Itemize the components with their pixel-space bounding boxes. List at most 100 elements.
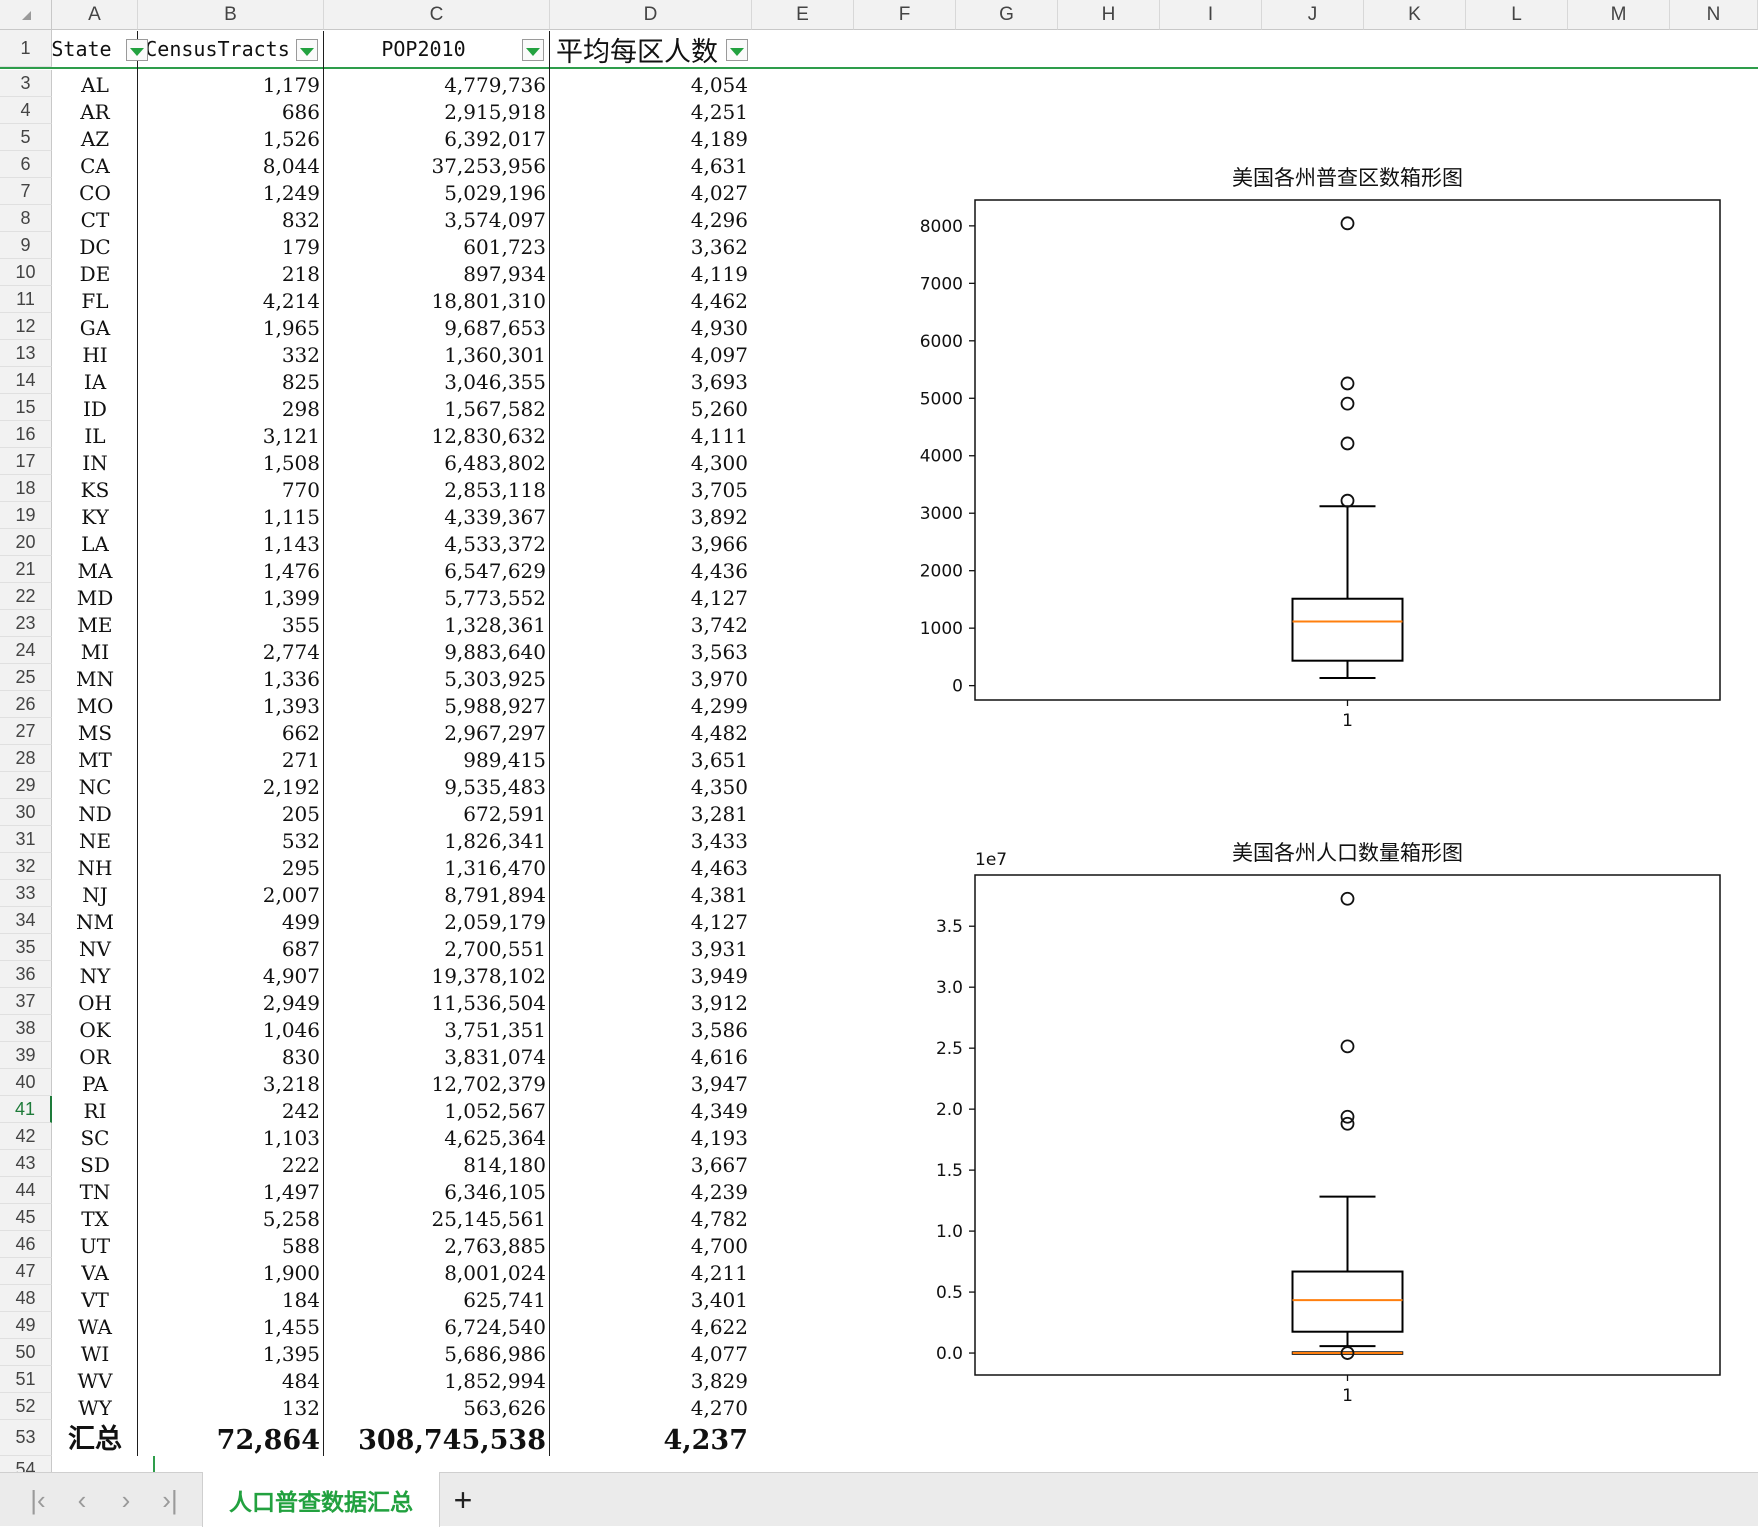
first-sheet-button[interactable]: |‹ bbox=[22, 1485, 54, 1515]
cell-state[interactable]: WI bbox=[80, 1342, 110, 1366]
cell-pop2010[interactable]: 6,392,017 bbox=[444, 127, 546, 151]
row-header-44[interactable]: 44 bbox=[0, 1177, 52, 1204]
cell-state[interactable]: PA bbox=[81, 1072, 109, 1096]
box-plot-census-tracts[interactable]: 美国各州普查区数箱形图 0 1000 2000 3000 4000 5000 6000 7000… bbox=[895, 155, 1735, 735]
cell-pop2010[interactable]: 5,029,196 bbox=[444, 181, 546, 205]
cell-state[interactable]: SC bbox=[80, 1126, 110, 1150]
cell-pop2010[interactable]: 1,852,994 bbox=[444, 1369, 546, 1393]
cell-census-tracts[interactable]: 205 bbox=[281, 802, 320, 826]
cell-avg-per-tract[interactable]: 3,705 bbox=[690, 478, 748, 502]
cell-avg-per-tract[interactable]: 3,742 bbox=[690, 613, 748, 637]
cell-avg-per-tract[interactable]: 5,260 bbox=[690, 397, 748, 421]
filter-button-avg[interactable] bbox=[726, 39, 748, 61]
row-header-27[interactable]: 27 bbox=[0, 718, 52, 745]
cell-state[interactable]: TN bbox=[79, 1180, 111, 1204]
cell-state[interactable]: AL bbox=[81, 73, 109, 97]
cell-avg-per-tract[interactable]: 3,401 bbox=[690, 1288, 748, 1312]
cell-pop2010[interactable]: 563,626 bbox=[463, 1396, 546, 1420]
row-header-17[interactable]: 17 bbox=[0, 448, 52, 475]
column-header-h[interactable]: H bbox=[1058, 0, 1160, 30]
cell-census-tracts[interactable]: 1,046 bbox=[262, 1018, 320, 1042]
row-header-50[interactable]: 50 bbox=[0, 1339, 52, 1366]
cell-census-tracts[interactable]: 1,455 bbox=[262, 1315, 320, 1339]
cell-census-tracts[interactable]: 1,395 bbox=[262, 1342, 320, 1366]
cell-census-tracts[interactable]: 8,044 bbox=[262, 154, 320, 178]
select-all-corner[interactable] bbox=[0, 0, 52, 30]
row-header-45[interactable]: 45 bbox=[0, 1204, 52, 1231]
column-header-i[interactable]: I bbox=[1160, 0, 1262, 30]
row-header-26[interactable]: 26 bbox=[0, 691, 52, 718]
cell-pop2010[interactable]: 2,853,118 bbox=[444, 478, 546, 502]
cell-pop2010[interactable]: 1,360,301 bbox=[444, 343, 546, 367]
cell-avg-per-tract[interactable]: 4,296 bbox=[690, 208, 748, 232]
row-header-37[interactable]: 37 bbox=[0, 988, 52, 1015]
row-header-9[interactable]: 9 bbox=[0, 232, 52, 259]
cell-census-tracts[interactable]: 355 bbox=[281, 613, 320, 637]
add-sheet-button[interactable]: + bbox=[446, 1482, 480, 1518]
row-header-32[interactable]: 32 bbox=[0, 853, 52, 880]
cell-state[interactable]: UT bbox=[79, 1234, 111, 1258]
cell-state[interactable]: CA bbox=[80, 154, 110, 178]
cell-census-tracts[interactable]: 4,214 bbox=[262, 289, 320, 313]
cell-census-tracts[interactable]: 1,497 bbox=[262, 1180, 320, 1204]
cell-census-tracts[interactable]: 484 bbox=[281, 1369, 320, 1393]
total-census-tracts[interactable]: 72,864 bbox=[216, 1425, 320, 1456]
cell-state[interactable]: NJ bbox=[82, 883, 108, 907]
cell-census-tracts[interactable]: 1,393 bbox=[262, 694, 320, 718]
column-header-d[interactable]: D bbox=[550, 0, 752, 30]
cell-pop2010[interactable]: 625,741 bbox=[463, 1288, 546, 1312]
cell-census-tracts[interactable]: 295 bbox=[281, 856, 320, 880]
row-header-43[interactable]: 43 bbox=[0, 1150, 52, 1177]
header-avg-per-tract[interactable]: 平均每区人数 bbox=[550, 31, 752, 68]
row-header-35[interactable]: 35 bbox=[0, 934, 52, 961]
header-census-tracts[interactable]: CensusTracts bbox=[138, 31, 324, 67]
cell-avg-per-tract[interactable]: 4,127 bbox=[690, 910, 748, 934]
row-header-24[interactable]: 24 bbox=[0, 637, 52, 664]
cell-census-tracts[interactable]: 770 bbox=[281, 478, 320, 502]
filter-button-pop2010[interactable] bbox=[522, 39, 544, 61]
cell-census-tracts[interactable]: 686 bbox=[281, 100, 320, 124]
column-header-m[interactable]: M bbox=[1568, 0, 1670, 30]
cell-pop2010[interactable]: 5,686,986 bbox=[444, 1342, 546, 1366]
cell-state[interactable]: IA bbox=[83, 370, 107, 394]
cell-pop2010[interactable]: 4,533,372 bbox=[444, 532, 546, 556]
cell-pop2010[interactable]: 9,535,483 bbox=[444, 775, 546, 799]
cell-pop2010[interactable]: 4,625,364 bbox=[444, 1126, 546, 1150]
cell-pop2010[interactable]: 601,723 bbox=[463, 235, 546, 259]
cell-census-tracts[interactable]: 1,900 bbox=[262, 1261, 320, 1285]
cell-state[interactable]: RI bbox=[83, 1099, 107, 1123]
column-header-e[interactable]: E bbox=[752, 0, 854, 30]
cell-census-tracts[interactable]: 1,526 bbox=[262, 127, 320, 151]
cell-avg-per-tract[interactable]: 3,947 bbox=[690, 1072, 748, 1096]
row-header-28[interactable]: 28 bbox=[0, 745, 52, 772]
cell-avg-per-tract[interactable]: 3,829 bbox=[690, 1369, 748, 1393]
cell-census-tracts[interactable]: 1,965 bbox=[262, 316, 320, 340]
row-header-52[interactable]: 52 bbox=[0, 1393, 52, 1420]
box-plot-population[interactable]: 美国各州人口数量箱形图 1e7 0.0 0.5 1.0 1.5 2.0 2.5 3.0 3.5 1 bbox=[895, 830, 1735, 1410]
cell-census-tracts[interactable]: 332 bbox=[281, 343, 320, 367]
cell-avg-per-tract[interactable]: 4,239 bbox=[690, 1180, 748, 1204]
cell-state[interactable]: MS bbox=[77, 721, 113, 745]
row-header-12[interactable]: 12 bbox=[0, 313, 52, 340]
cell-pop2010[interactable]: 25,145,561 bbox=[431, 1207, 546, 1231]
row-header-21[interactable]: 21 bbox=[0, 556, 52, 583]
row-header-18[interactable]: 18 bbox=[0, 475, 52, 502]
cell-pop2010[interactable]: 37,253,956 bbox=[431, 154, 546, 178]
cell-state[interactable]: OK bbox=[79, 1018, 111, 1042]
cell-census-tracts[interactable]: 1,476 bbox=[262, 559, 320, 583]
cell-census-tracts[interactable]: 1,179 bbox=[262, 73, 320, 97]
cell-pop2010[interactable]: 3,831,074 bbox=[444, 1045, 546, 1069]
cell-avg-per-tract[interactable]: 3,970 bbox=[690, 667, 748, 691]
sheet-tab-active[interactable]: 人口普查数据汇总 bbox=[202, 1472, 440, 1527]
cell-census-tracts[interactable]: 184 bbox=[281, 1288, 320, 1312]
cell-census-tracts[interactable]: 5,258 bbox=[262, 1207, 320, 1231]
cell-state[interactable]: WY bbox=[78, 1396, 112, 1420]
cell-state[interactable]: KS bbox=[80, 478, 110, 502]
total-avg-per-tract[interactable]: 4,237 bbox=[663, 1425, 748, 1456]
cell-avg-per-tract[interactable]: 4,482 bbox=[690, 721, 748, 745]
cell-avg-per-tract[interactable]: 4,349 bbox=[690, 1099, 748, 1123]
cell-census-tracts[interactable]: 218 bbox=[281, 262, 320, 286]
cell-pop2010[interactable]: 3,574,097 bbox=[444, 208, 546, 232]
row-header-6[interactable]: 6 bbox=[0, 151, 52, 178]
